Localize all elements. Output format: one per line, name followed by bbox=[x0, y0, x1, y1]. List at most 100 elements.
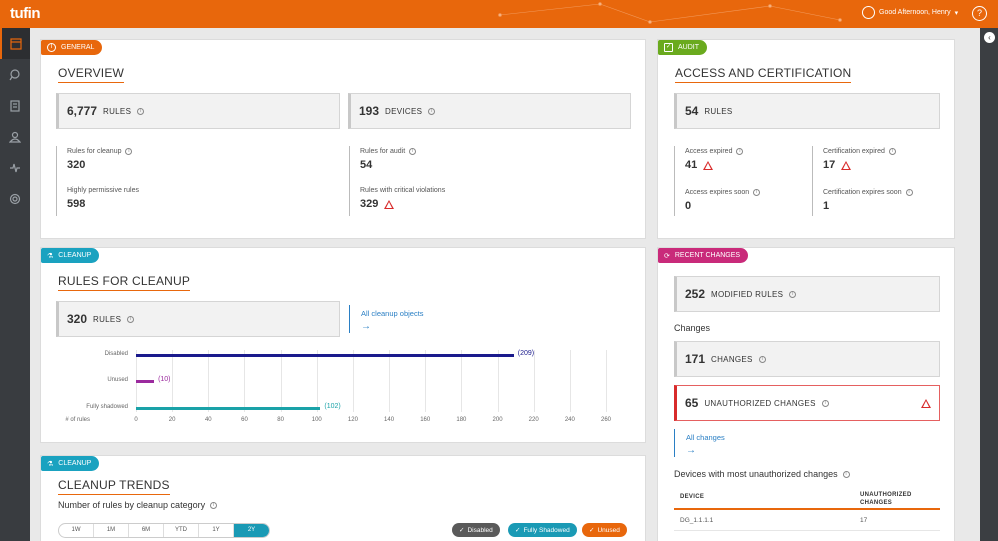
info-icon[interactable]: i bbox=[789, 290, 797, 298]
info-icon[interactable]: i bbox=[125, 148, 133, 155]
gear-icon bbox=[9, 193, 21, 204]
warning-icon bbox=[703, 160, 714, 170]
cleanup-trends-tag: ⚗ CLEANUP bbox=[41, 456, 100, 471]
time-range-selector[interactable]: 1W 1M 6M YTD 1Y 2Y bbox=[58, 523, 270, 538]
flask-icon: ⚗ bbox=[47, 460, 54, 468]
dashboard-icon bbox=[10, 37, 22, 50]
chevron-left-icon[interactable]: ‹ bbox=[984, 32, 995, 43]
link-accent bbox=[349, 305, 350, 333]
category-label: Disabled bbox=[104, 351, 128, 357]
range-option-2y[interactable]: 2Y bbox=[234, 524, 269, 537]
bar-fully-shadowed[interactable] bbox=[136, 407, 321, 410]
flask-icon: ⚗ bbox=[47, 252, 54, 260]
info-icon[interactable]: i bbox=[736, 148, 744, 155]
x-axis-label: # of rules bbox=[65, 417, 90, 423]
user-menu[interactable]: Good Afternoon, Henry ▾ bbox=[862, 6, 958, 19]
info-icon[interactable]: i bbox=[821, 399, 829, 407]
bar-unused[interactable] bbox=[136, 380, 155, 383]
access-expired-stat[interactable]: Access expired i 41 bbox=[685, 148, 744, 171]
sidebar-item-activity[interactable] bbox=[0, 152, 30, 183]
table-header-underline bbox=[674, 508, 940, 510]
legend-pill-fully-shadowed[interactable]: ✓ Fully Shadowed bbox=[508, 523, 577, 537]
activity-icon bbox=[10, 163, 20, 172]
info-icon[interactable]: i bbox=[210, 501, 218, 509]
range-option-1m[interactable]: 1M bbox=[94, 524, 129, 537]
rules-for-audit-stat[interactable]: Rules for audit i 54 bbox=[360, 148, 417, 171]
sidebar-item-settings[interactable] bbox=[0, 183, 30, 214]
certification-expires-soon-stat[interactable]: Certification expires soon i 1 bbox=[823, 189, 913, 212]
info-icon[interactable]: i bbox=[758, 355, 766, 363]
users-icon bbox=[9, 131, 21, 143]
changes-box[interactable]: 171 CHANGES i bbox=[674, 341, 940, 377]
divider bbox=[56, 146, 57, 216]
search-icon bbox=[9, 68, 20, 80]
general-card bbox=[40, 39, 646, 239]
highly-permissive-stat[interactable]: Highly permissive rules 598 bbox=[67, 187, 139, 210]
info-icon[interactable]: i bbox=[428, 107, 436, 115]
all-cleanup-objects-link[interactable]: All cleanup objects → bbox=[361, 309, 424, 332]
info-icon[interactable]: i bbox=[905, 189, 913, 196]
arrow-right-icon: → bbox=[686, 445, 696, 456]
info-icon[interactable]: i bbox=[842, 470, 850, 478]
x-tick-label: 0 bbox=[134, 417, 138, 423]
x-tick-label: 60 bbox=[241, 417, 248, 423]
audit-rules-box[interactable]: 54 RULES bbox=[674, 93, 940, 129]
rules-box[interactable]: 6,777 RULES i bbox=[56, 93, 340, 129]
info-icon[interactable]: i bbox=[888, 148, 896, 155]
modified-rules-box[interactable]: 252 MODIFIED RULES i bbox=[674, 276, 940, 312]
bar-value-label: (102) bbox=[324, 403, 341, 410]
cleanup-bar-chart: 0 20 40 60 80 100 120 140 160 180 200 220 240 260 # of… bbox=[40, 345, 646, 430]
unauthorized-changes-box[interactable]: 65 UNAUTHORIZED CHANGES i bbox=[674, 385, 940, 421]
user-icon bbox=[862, 6, 875, 19]
range-option-1w[interactable]: 1W bbox=[59, 524, 94, 537]
info-icon[interactable]: i bbox=[137, 107, 145, 115]
sidebar bbox=[0, 28, 30, 541]
x-tick-label: 120 bbox=[347, 417, 358, 423]
access-certification-title: ACCESS AND CERTIFICATION bbox=[675, 66, 852, 83]
info-icon[interactable]: i bbox=[409, 148, 417, 155]
legend-pill-unused[interactable]: ✓ Unused bbox=[582, 523, 627, 537]
grid-line bbox=[244, 350, 246, 412]
x-tick-label: 240 bbox=[564, 417, 575, 423]
grid-line bbox=[533, 350, 535, 412]
table-row[interactable]: DG_1.1.1.1 bbox=[680, 517, 714, 524]
all-changes-link[interactable]: All changes → bbox=[686, 433, 725, 456]
critical-violations-stat[interactable]: Rules with critical violations 329 bbox=[360, 187, 446, 210]
range-option-ytd[interactable]: YTD bbox=[164, 524, 199, 537]
grid-line bbox=[461, 350, 463, 412]
rules-for-cleanup-stat[interactable]: Rules for cleanup i 320 bbox=[67, 148, 133, 171]
bar-disabled[interactable] bbox=[136, 354, 514, 357]
info-icon[interactable]: i bbox=[127, 315, 135, 323]
arrow-right-icon: → bbox=[361, 321, 371, 332]
col-unauthorized-header: UNAUTHORIZED CHANGES bbox=[860, 492, 912, 506]
tufin-logo[interactable]: tufin bbox=[10, 5, 40, 22]
grid-line bbox=[606, 350, 607, 412]
col-device-header: DEVICE bbox=[680, 494, 705, 500]
sidebar-item-dashboard[interactable] bbox=[0, 28, 30, 59]
audit-icon: ✓ bbox=[664, 43, 673, 52]
legend-pill-disabled[interactable]: ✓ Disabled bbox=[452, 523, 500, 537]
range-option-6m[interactable]: 6M bbox=[129, 524, 164, 537]
grid-line bbox=[425, 350, 427, 412]
collapse-panel: ‹ bbox=[980, 28, 998, 541]
info-icon[interactable]: i bbox=[753, 189, 761, 196]
check-icon: ✓ bbox=[515, 527, 521, 534]
rules-for-cleanup-title: RULES FOR CLEANUP bbox=[58, 274, 191, 291]
x-tick-label: 220 bbox=[528, 417, 539, 423]
table-row-count: 17 bbox=[860, 517, 868, 524]
range-option-1y[interactable]: 1Y bbox=[199, 524, 234, 537]
access-expires-soon-stat[interactable]: Access expires soon i 0 bbox=[685, 189, 761, 212]
cleanup-rules-box[interactable]: 320 RULES i bbox=[56, 301, 340, 337]
grid-line bbox=[389, 350, 391, 412]
audit-tag: ✓ AUDIT bbox=[658, 40, 707, 55]
grid-line bbox=[352, 350, 354, 412]
grid-line bbox=[316, 350, 318, 412]
help-button[interactable]: ? bbox=[972, 6, 987, 21]
sidebar-item-search[interactable] bbox=[0, 59, 30, 90]
devices-box[interactable]: 193 DEVICES i bbox=[348, 93, 631, 129]
sidebar-item-documents[interactable] bbox=[0, 90, 30, 121]
sidebar-item-users[interactable] bbox=[0, 121, 30, 152]
grid-line bbox=[280, 350, 282, 412]
divider bbox=[674, 146, 675, 216]
certification-expired-stat[interactable]: Certification expired i 17 bbox=[823, 148, 896, 171]
